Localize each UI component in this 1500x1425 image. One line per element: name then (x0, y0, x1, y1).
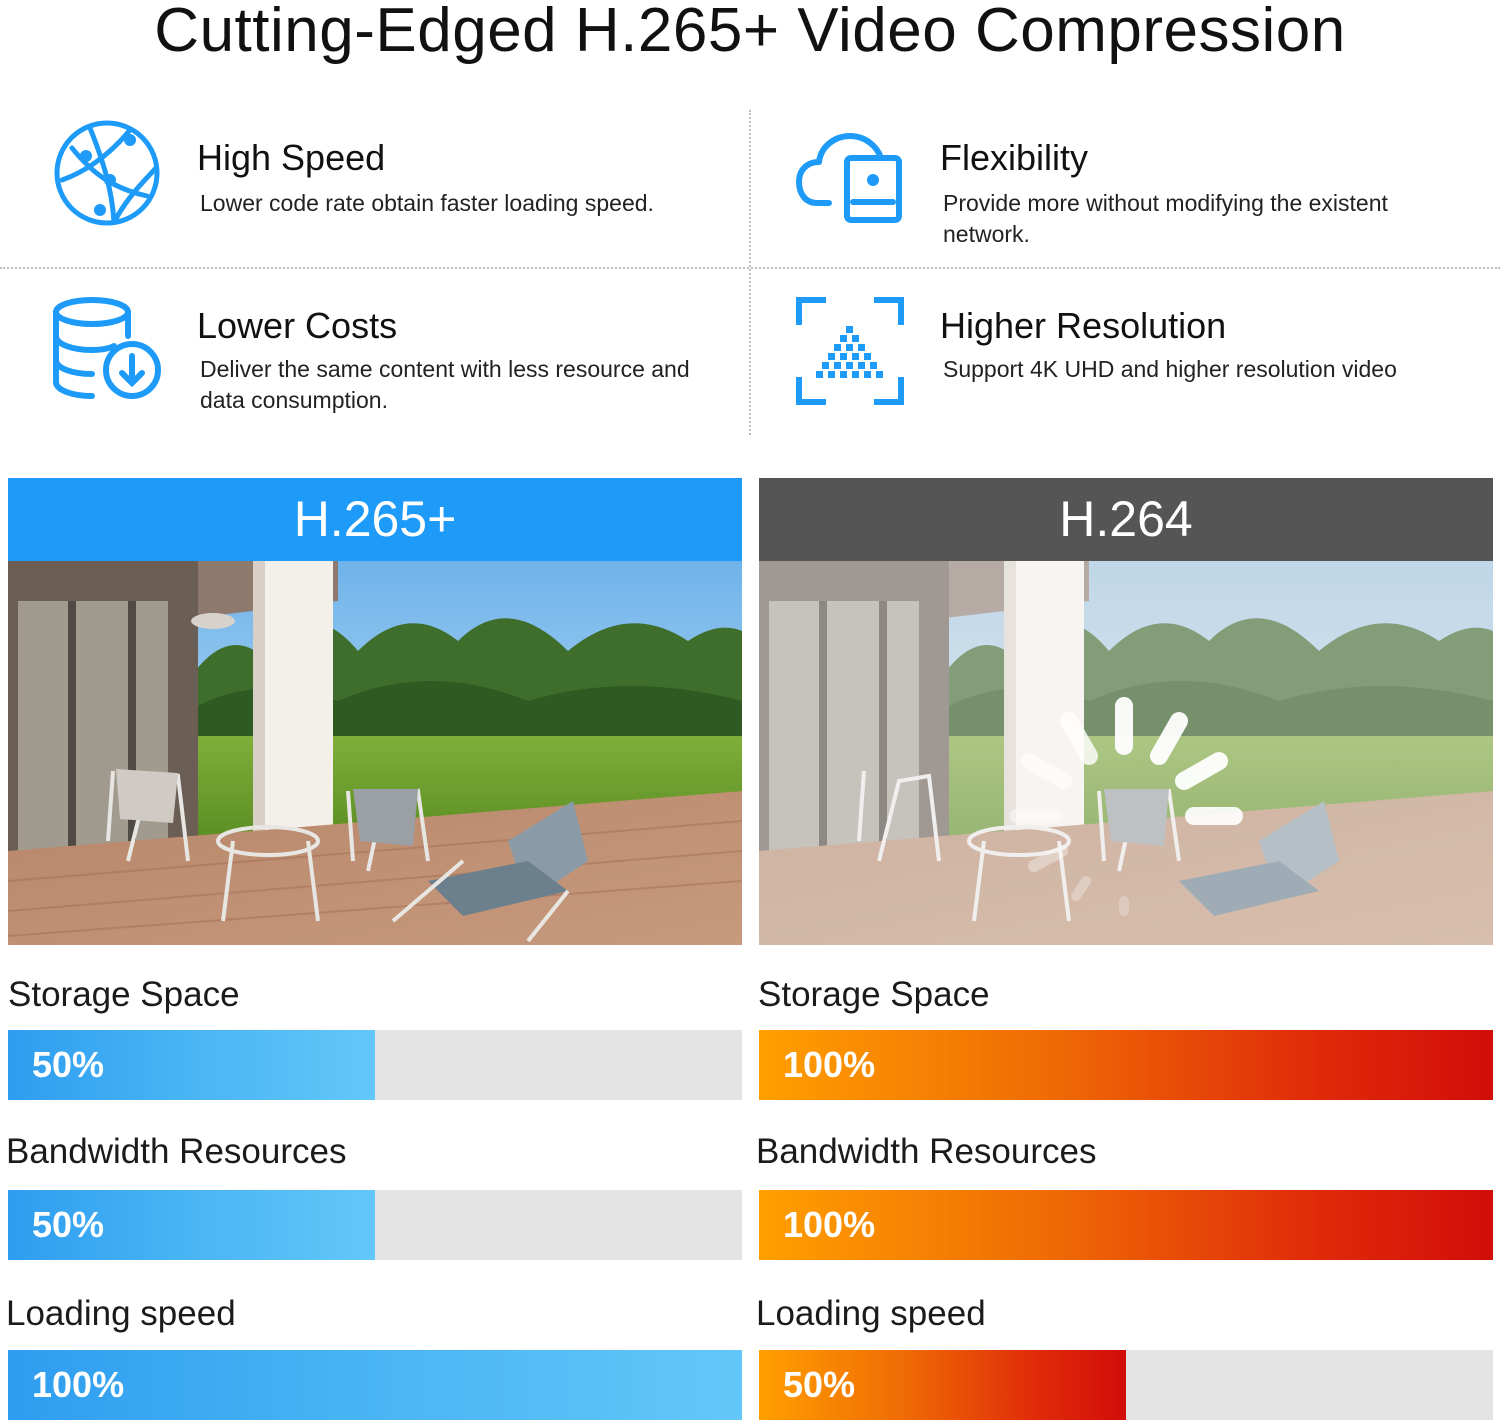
feature-description: Support 4K UHD and higher resolution vid… (943, 356, 1397, 382)
feature-title: Lower Costs (197, 305, 398, 346)
storage-bar-h265: 50% (8, 1030, 742, 1100)
bar-fill (759, 1030, 1493, 1100)
metric-label: Loading speed (756, 1294, 986, 1333)
loading-bar-h265: 100% (8, 1350, 742, 1420)
bandwidth-bar-h264: 100% (759, 1190, 1493, 1260)
h265-panel: H.265+ (8, 478, 742, 945)
loading-spinner-icon (1009, 697, 1243, 916)
cloud-device-icon (796, 133, 902, 223)
metric-label: Loading speed (6, 1294, 236, 1333)
loading-bar-h264: 50% (759, 1350, 1493, 1420)
bar-percent: 50% (32, 1044, 105, 1085)
h264-panel: H.264 (759, 478, 1493, 945)
resolution-frame-icon (796, 297, 904, 405)
panel-header: H.265+ (8, 478, 742, 561)
bar-fill (8, 1030, 375, 1100)
storage-bar-h264: 100% (759, 1030, 1493, 1100)
bar-percent: 100% (783, 1204, 876, 1245)
metric-label: Storage Space (8, 975, 240, 1014)
bar-percent: 50% (783, 1364, 856, 1405)
feature-description: Lower code rate obtain faster loading sp… (200, 190, 654, 216)
feature-description: Deliver the same content with less resou… (200, 356, 690, 413)
feature-description: Provide more without modifying the exist… (943, 190, 1388, 247)
feature-high-speed: High Speed Lower code rate obtain faster… (52, 118, 712, 238)
feature-lower-costs: Lower Costs Deliver the same content wit… (52, 296, 732, 426)
bar-fill (8, 1190, 375, 1260)
feature-flexibility: Flexibility Provide more without modifyi… (795, 118, 1475, 258)
bar-fill (759, 1190, 1493, 1260)
feature-higher-resolution: Higher Resolution Support 4K UHD and hig… (795, 296, 1475, 426)
feature-title: Flexibility (940, 137, 1089, 178)
patio-photo-h265 (8, 561, 742, 945)
database-download-icon (53, 297, 161, 399)
bar-fill (8, 1350, 742, 1420)
metric-label: Bandwidth Resources (6, 1132, 347, 1171)
features-grid: High Speed Lower code rate obtain faster… (0, 110, 1500, 435)
vertical-divider (749, 110, 751, 435)
metric-label: Storage Space (758, 975, 990, 1014)
panel-header: H.264 (759, 478, 1493, 561)
bar-percent: 50% (32, 1204, 105, 1245)
page-title: Cutting-Edged H.265+ Video Compression (154, 0, 1346, 65)
bar-percent: 100% (32, 1364, 125, 1405)
globe-network-icon (54, 120, 160, 226)
bar-percent: 100% (783, 1044, 876, 1085)
metric-label: Bandwidth Resources (756, 1132, 1097, 1171)
patio-photo-h264 (759, 561, 1493, 945)
bandwidth-bar-h265: 50% (8, 1190, 742, 1260)
feature-title: Higher Resolution (940, 305, 1227, 346)
feature-title: High Speed (197, 137, 386, 178)
bar-fill (759, 1350, 1126, 1420)
horizontal-divider (0, 267, 1500, 269)
